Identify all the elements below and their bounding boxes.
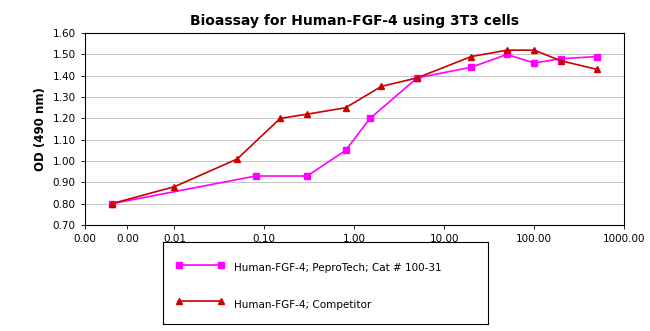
Human-FGF-4; Competitor (413, 76, 421, 80)
Human-FGF-4; PeproTech; Cat # 100-31 (366, 117, 374, 120)
Human-FGF-4; PeproTech; Cat # 100-31 (304, 174, 311, 178)
Human-FGF-4; PeproTech; Cat # 100-31 (557, 57, 565, 61)
Human-FGF-4; Competitor (530, 48, 538, 52)
Human-FGF-4; PeproTech; Cat # 100-31 (530, 61, 538, 65)
Human-FGF-4; Competitor (593, 68, 601, 71)
Human-FGF-4; PeproTech; Cat # 100-31 (467, 65, 475, 69)
Human-FGF-4; Competitor (503, 48, 511, 52)
Text: Human-FGF-4; PeproTech; Cat # 100-31: Human-FGF-4; PeproTech; Cat # 100-31 (234, 263, 441, 273)
Human-FGF-4; Competitor (233, 157, 241, 161)
X-axis label: h-FGF-4 (ng/ml) [log scale]: h-FGF-4 (ng/ml) [log scale] (266, 250, 443, 263)
Human-FGF-4; PeproTech; Cat # 100-31 (252, 174, 259, 178)
Line: Human-FGF-4; PeproTech; Cat # 100-31: Human-FGF-4; PeproTech; Cat # 100-31 (109, 52, 600, 207)
Y-axis label: OD (490 nm): OD (490 nm) (34, 87, 47, 171)
Human-FGF-4; PeproTech; Cat # 100-31 (108, 202, 116, 206)
Human-FGF-4; Competitor (276, 117, 284, 120)
Human-FGF-4; Competitor (378, 84, 385, 88)
Human-FGF-4; PeproTech; Cat # 100-31 (503, 52, 511, 56)
Human-FGF-4; Competitor (304, 112, 311, 116)
Text: Human-FGF-4; Competitor: Human-FGF-4; Competitor (234, 300, 371, 309)
Human-FGF-4; PeproTech; Cat # 100-31 (342, 148, 350, 152)
Title: Bioassay for Human-FGF-4 using 3T3 cells: Bioassay for Human-FGF-4 using 3T3 cells (190, 14, 519, 28)
Human-FGF-4; PeproTech; Cat # 100-31 (413, 76, 421, 80)
Human-FGF-4; Competitor (170, 185, 178, 189)
Line: Human-FGF-4; Competitor: Human-FGF-4; Competitor (108, 47, 601, 207)
Human-FGF-4; Competitor (467, 55, 475, 59)
Human-FGF-4; Competitor (108, 202, 116, 206)
Human-FGF-4; Competitor (342, 106, 350, 110)
Human-FGF-4; Competitor (557, 59, 565, 63)
Human-FGF-4; PeproTech; Cat # 100-31 (593, 55, 601, 59)
